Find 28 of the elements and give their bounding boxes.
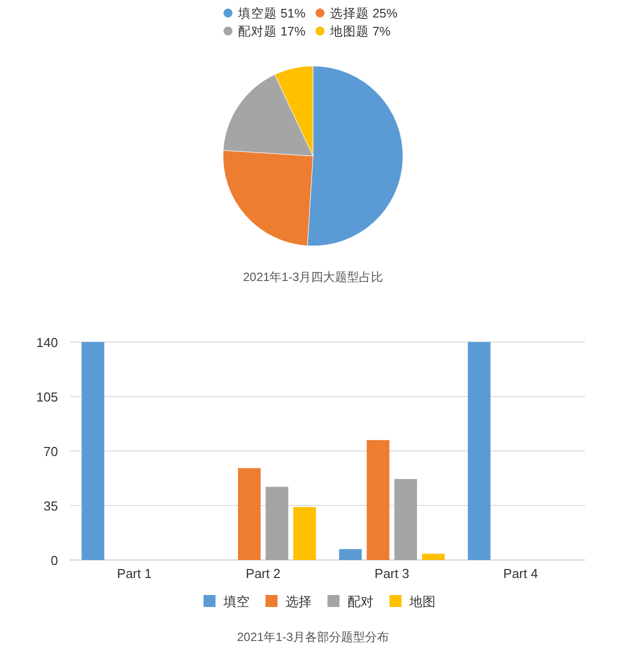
- bar: [238, 468, 261, 560]
- x-tick-label: Part 3: [374, 566, 410, 581]
- legend-label: 填空题 51%: [237, 6, 306, 20]
- legend-label: 地图题 7%: [329, 24, 391, 38]
- y-tick-label: 70: [44, 444, 58, 459]
- x-tick-label: Part 2: [246, 566, 280, 581]
- y-tick-label: 35: [44, 498, 58, 514]
- bar: [468, 342, 490, 560]
- legend-label: 配对: [348, 594, 374, 609]
- legend-label: 地图: [408, 594, 436, 609]
- y-tick-label: 105: [36, 390, 58, 404]
- text: 2021年1-3月各部分题型分布: [236, 630, 390, 644]
- legend-label: 选择题 25%: [330, 6, 398, 20]
- legend-label: 选择: [286, 594, 312, 609]
- bar: [82, 342, 104, 560]
- bar: [293, 507, 316, 560]
- bar: [366, 440, 390, 560]
- y-tick-label: 0: [50, 553, 58, 568]
- bar: [266, 486, 288, 560]
- x-tick-label: Part 1: [117, 566, 152, 581]
- y-tick-label: 140: [36, 335, 58, 350]
- text: 2021年1-3月四大题型占比: [242, 270, 384, 284]
- legend-label: 配对题 17%: [238, 24, 306, 38]
- bar: [422, 554, 445, 560]
- x-tick-label: Part 4: [503, 566, 538, 581]
- bar: [394, 479, 418, 560]
- legend-label: 填空: [222, 594, 250, 609]
- bar: [339, 549, 362, 560]
